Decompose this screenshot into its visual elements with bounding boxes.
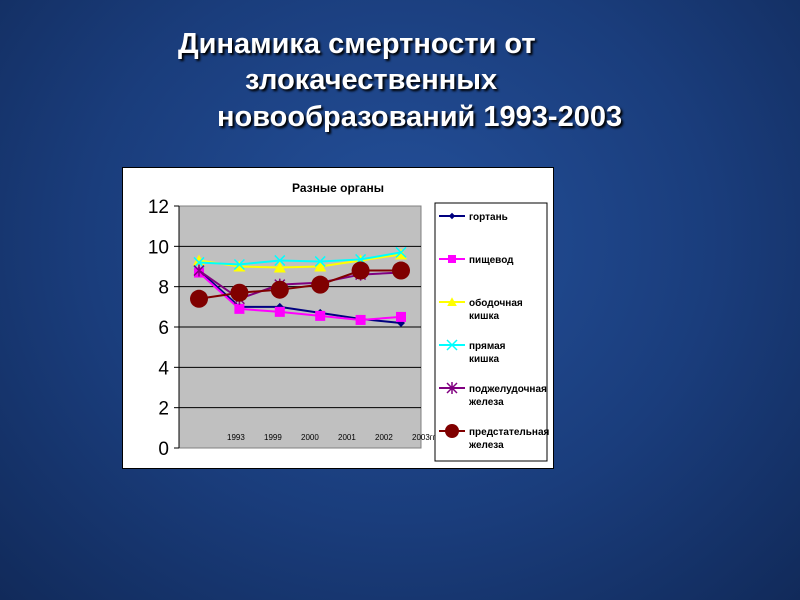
- legend-marker-2: [447, 297, 457, 306]
- x-tick-label: 2002: [375, 433, 393, 442]
- legend-label: гортань: [469, 212, 508, 223]
- chart: Разные органы 0 2 4 6 8 10 12 1993 1999 2000 2001 20…: [122, 167, 554, 469]
- legend-label: предстательная железа: [468, 427, 550, 451]
- y-tick-label: 6: [158, 318, 169, 339]
- series-line-2: [198, 253, 402, 269]
- legend-label: прямая кишка: [469, 341, 506, 365]
- data-point-1: [234, 303, 245, 314]
- y-tick-label: 8: [158, 278, 169, 299]
- data-point-5: [351, 261, 370, 280]
- data-point-1: [274, 306, 285, 317]
- data-point-2: [273, 261, 286, 273]
- data-point-5: [270, 280, 289, 299]
- data-point-2: [314, 260, 327, 272]
- legend-label: поджелудочная железа: [468, 384, 547, 408]
- legend-marker-1: [448, 255, 456, 263]
- x-tick-label: 2000: [301, 433, 319, 442]
- series-line-1: [198, 271, 402, 321]
- slide-title-line-1: Динамика смертности от: [178, 28, 536, 60]
- data-point-1: [355, 314, 366, 325]
- y-tick-label: 12: [148, 197, 169, 218]
- x-tick-label: 1999: [264, 433, 282, 442]
- series-line-3: [198, 251, 402, 266]
- y-tick-label: 0: [158, 439, 169, 460]
- legend-box: [434, 202, 548, 462]
- chart-svg: Разные органы 0 2 4 6 8 10 12 1993 1999 2000 2001 20…: [148, 181, 550, 462]
- legend-marker-4: [446, 382, 458, 394]
- data-point-5: [230, 283, 249, 302]
- legend-label: пищевод: [469, 255, 514, 266]
- data-point-3: [233, 258, 245, 271]
- data-point-3: [274, 254, 286, 266]
- x-tick-label: 1993: [227, 433, 245, 442]
- y-tick-label: 4: [158, 358, 169, 379]
- slide-title-line-2: злокачественных: [245, 64, 498, 96]
- data-point-1: [315, 310, 326, 321]
- data-point-5: [392, 261, 410, 280]
- data-point-1: [396, 311, 406, 322]
- data-point-4: [193, 264, 205, 277]
- data-point-3: [395, 246, 407, 258]
- data-point-3: [193, 256, 205, 268]
- data-point-3: [314, 255, 326, 267]
- y-tick-label: 2: [158, 399, 169, 420]
- x-tick-label: 2003гг: [412, 433, 436, 442]
- legend-marker-0: [448, 212, 456, 220]
- legend-marker-5: [445, 424, 459, 438]
- data-point-5: [190, 289, 208, 308]
- data-point-2: [395, 248, 407, 260]
- data-point-2: [233, 260, 246, 272]
- y-tick-label: 10: [148, 237, 169, 258]
- data-point-5: [311, 275, 330, 294]
- slide-title-line-3: новообразований 1993-2003: [217, 101, 623, 133]
- legend-label: ободочная кишка: [469, 297, 523, 322]
- x-tick-label: 2001: [338, 433, 356, 442]
- legend-marker-3: [446, 339, 458, 351]
- chart-title: Разные органы: [292, 181, 384, 195]
